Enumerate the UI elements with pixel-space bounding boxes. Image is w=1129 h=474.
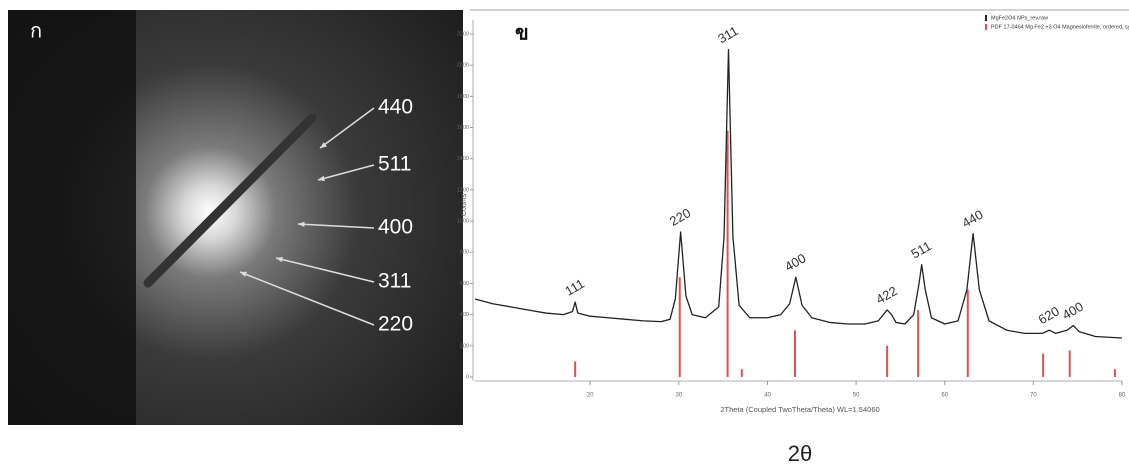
peak-label: 311 [715, 23, 740, 46]
y-tick-label: 800 [460, 250, 469, 256]
shadow-strip [8, 10, 136, 425]
x-symbol: 2θ [788, 441, 812, 466]
x-tick-label: 80 [1119, 393, 1126, 399]
y-tick-label: 1200 [457, 187, 469, 193]
x-tick-label: 20 [587, 393, 594, 399]
y-tick-label: 1400 [457, 156, 469, 162]
ring-label: 511 [378, 153, 411, 176]
peak-label: 440 [959, 207, 985, 231]
x-tick-label: 30 [676, 393, 683, 399]
y-tick-label: 600 [460, 281, 469, 287]
y-tick-label: 1600 [457, 125, 469, 131]
panel-label: ก [30, 20, 42, 42]
y-tick-label: 200 [460, 343, 469, 349]
peak-label: 220 [667, 205, 693, 229]
peak-label: 400 [782, 250, 808, 274]
y-axis-label: Counts [461, 193, 468, 216]
xrd-chart: 0 200 400 600 800 1000 1200 1400 1600 1800 2000 220… [457, 15, 1129, 466]
peak-label: 111 [562, 276, 587, 299]
x-tick-label: 60 [941, 393, 948, 399]
peak-label: 511 [908, 238, 933, 261]
x-tick-label: 50 [853, 393, 860, 399]
saed-panel: ก 440 511 400 311 220 [8, 10, 463, 425]
peak-label: 620 [1036, 303, 1062, 327]
figure: ก 440 511 400 311 220 0 200 400 600 800 1000 1200 1… [0, 0, 1129, 474]
y-tick-label: 2200 [457, 31, 469, 37]
y-tick-label: 2000 [457, 63, 469, 69]
ring-label: 400 [378, 216, 413, 239]
ring-label: 311 [378, 270, 411, 293]
x-tick-label: 70 [1030, 393, 1037, 399]
x-axis-label: 2Theta (Coupled TwoTheta/Theta) WL=1.540… [720, 405, 879, 414]
legend-swatch [985, 24, 987, 30]
y-tick-label: 1000 [457, 219, 469, 225]
ring-label: 440 [378, 96, 413, 119]
y-tick-label: 0 [466, 374, 469, 380]
peak-label: 400 [1060, 299, 1086, 323]
ring-label: 220 [378, 313, 413, 336]
y-tick-label: 1800 [457, 94, 469, 100]
legend-label: PDF 17-0464 Mg Fe2 +3 O4 Magnesioferrite… [991, 24, 1129, 30]
x-tick-label: 40 [764, 393, 771, 399]
legend-label: MgFe2O4 NPs_rev.raw [991, 15, 1048, 21]
peak-label: 422 [873, 283, 899, 307]
y-tick-label: 400 [460, 312, 469, 318]
legend-swatch [985, 15, 987, 21]
panel-label: ข [515, 22, 529, 44]
